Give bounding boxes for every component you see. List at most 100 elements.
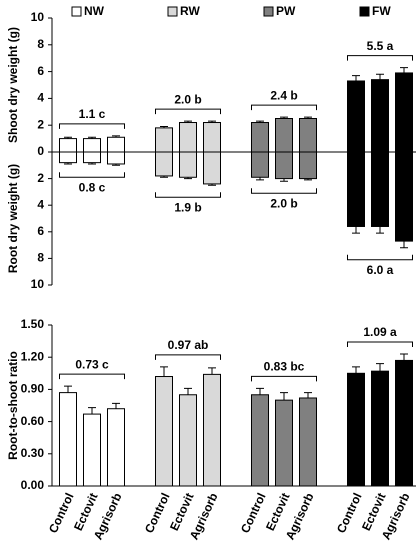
shoot-bar [395,72,413,153]
legend-swatch [263,6,274,17]
error-bar [304,392,312,398]
error-bar [304,178,312,181]
y-tick-label: 1.50 [21,317,45,331]
error-bar [352,226,360,234]
error-bar [280,178,288,182]
y-tick-label: 10 [31,277,45,291]
bar [275,399,293,487]
annotation: 1.09 a [363,325,397,339]
bar [107,408,125,487]
bracket [251,188,317,194]
root-bar [83,151,101,164]
error-bar [400,67,408,73]
error-bar [112,135,120,138]
annotation: 2.0 b [174,92,201,106]
root-bar [347,151,365,227]
bracket [155,192,221,198]
y-tick-label: 0.90 [21,382,45,396]
annotation: 1.9 b [174,200,201,214]
bar [251,394,269,487]
error-bar [304,116,312,119]
error-bar [280,116,288,119]
y-tick-label: 8 [37,37,44,51]
shoot-bar [203,122,221,153]
error-bar [400,353,408,361]
shoot-bar [107,136,125,153]
root-bar [371,151,389,227]
y-tick-label: 0.60 [21,414,45,428]
annotation: 0.8 c [79,180,106,194]
error-bar [352,366,360,374]
root-bar [251,151,269,178]
y-tick-label: 0.30 [21,446,45,460]
shoot-bar [299,118,317,153]
error-bar [400,241,408,249]
bar [395,359,413,487]
bracket [155,354,221,360]
legend-label: NW [84,4,105,18]
error-bar [160,126,168,128]
y-tick-label: 8 [37,251,44,265]
y-tick-label: 6 [37,64,44,78]
bar [59,392,77,487]
error-bar [184,387,192,395]
error-bar [88,407,96,415]
bracket [347,55,413,61]
y-tick-label: 1.20 [21,349,45,363]
annotation: 0.83 bc [264,359,305,373]
bracket [59,373,125,380]
error-bar [376,73,384,80]
error-bar [88,162,96,165]
error-bar [160,175,168,178]
y-axis-label: Shoot dry weight (g) [6,27,20,143]
error-bar [280,392,288,401]
shoot-bar [155,127,173,153]
error-bar [256,387,264,395]
root-bar [299,151,317,180]
error-bar [64,162,72,165]
shoot-bar [371,79,389,153]
y-tick-label: 2 [37,171,44,185]
bracket [347,341,413,347]
shoot-bar [347,80,365,153]
y-tick-label: 0.00 [21,478,45,492]
x-tick-label: Control [142,491,173,536]
error-bar [160,366,168,377]
bracket [347,254,413,261]
shoot-bar [275,118,293,153]
root-bar [59,151,77,164]
y-axis-label: Root-to-shoot ratio [6,351,20,460]
shoot-bar [251,122,269,153]
bar [371,370,389,487]
y-tick-label: 0 [37,144,44,158]
y-tick-label: 2 [37,117,44,131]
annotation: 1.1 c [79,107,106,121]
y-tick-label: 4 [37,91,44,105]
error-bar [112,402,120,409]
annotation: 2.0 b [270,196,297,210]
root-bar [179,151,197,178]
error-bar [208,183,216,186]
x-tick-label: Control [334,491,365,536]
annotation: 2.4 b [270,88,297,102]
bar [179,394,197,487]
error-bar [208,120,216,123]
bracket [59,172,125,178]
error-bar [256,177,264,181]
root-bar [275,151,293,180]
bar [299,397,317,487]
error-bar [208,367,216,375]
y-tick-label: 10 [31,10,45,24]
shoot-bar [59,138,77,153]
bracket [155,108,221,115]
x-tick-label: Control [46,491,77,536]
annotation: 0.97 ab [168,338,209,352]
annotation: 5.5 a [367,39,394,53]
root-bar [395,151,413,242]
error-bar [64,136,72,139]
bracket [59,123,125,129]
annotation: 6.0 a [367,263,394,277]
y-axis-label: Root dry weight (g) [6,164,20,273]
y-tick-label: 6 [37,224,44,238]
